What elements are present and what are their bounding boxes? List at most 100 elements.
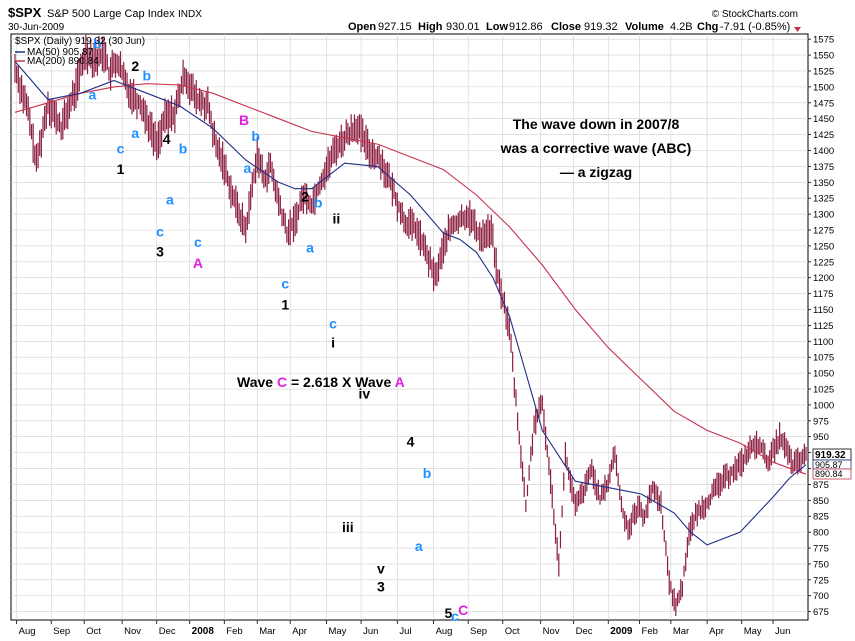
wave-label: c	[329, 316, 337, 332]
x-axis: Aug Sep Oct Nov Dec 2008 Feb Mar Apr May Jun Jul Aug…	[16, 620, 790, 637]
wave-label: 4	[163, 131, 171, 147]
volume-label: Volume	[625, 21, 664, 33]
y-tick-label: 1300	[813, 210, 834, 221]
y-tick-label: 1350	[813, 178, 834, 189]
wave-label: a	[306, 239, 314, 255]
y-tick-label: 1275	[813, 226, 834, 237]
y-tick-label: 1100	[813, 337, 833, 348]
y-tick-label: 1125	[813, 321, 833, 332]
corrective-wave-note: The wave down in 2007/8 was a corrective…	[500, 116, 692, 180]
brand-watermark: © StockCharts.com	[712, 9, 798, 20]
wave-label: i	[331, 335, 335, 351]
x-tick-label: Nov	[543, 626, 560, 637]
x-tick-label: Dec	[576, 626, 593, 637]
high-value: 930.01	[446, 21, 480, 33]
wave-label: 1	[117, 161, 125, 177]
wave-label: a	[415, 538, 423, 554]
x-tick-label: Jun	[363, 626, 378, 637]
wave-label: v	[377, 560, 385, 576]
wave-label: 4	[407, 433, 415, 449]
wave-label: b	[251, 128, 260, 144]
y-tick-label: 850	[813, 496, 829, 507]
down-arrow-icon	[794, 27, 801, 32]
chart-symbol: $SPX	[8, 5, 42, 20]
ratio-prefix: Wave	[237, 374, 277, 390]
plot-area	[10, 33, 809, 621]
ma50-tag: 905.87	[815, 460, 843, 470]
y-tick-label: 1175	[813, 289, 833, 300]
y-tick-label: 1525	[813, 66, 834, 77]
x-tick-label: Nov	[124, 626, 141, 637]
wave-label: a	[89, 87, 97, 103]
ratio-mid: = 2.618 X Wave	[287, 374, 395, 390]
y-tick-label: 1225	[813, 257, 834, 268]
close-value: 919.32	[584, 21, 618, 33]
x-tick-label: 2009	[610, 626, 633, 637]
ratio-wave-c: C	[277, 374, 287, 390]
wave-label: 3	[377, 578, 385, 594]
x-tick-label: Sep	[470, 626, 487, 637]
low-value: 912.86	[509, 21, 543, 33]
ohlc-readout: Open 927.15 High 930.01 Low 912.86 Close…	[348, 21, 801, 33]
change-value: -7.91 (-0.85%)	[720, 21, 790, 33]
y-tick-label: 825	[813, 512, 829, 523]
y-tick-label: 975	[813, 416, 829, 427]
y-tick-label: 1500	[813, 82, 834, 93]
y-tick-label: 800	[813, 528, 829, 539]
high-label: High	[418, 21, 443, 33]
x-tick-label: Mar	[259, 626, 275, 637]
wave-label: 2	[301, 188, 309, 204]
x-tick-label: Aug	[19, 626, 36, 637]
x-tick-label: Apr	[709, 626, 724, 637]
open-label: Open	[348, 21, 376, 33]
y-tick-label: 1400	[813, 146, 834, 157]
x-tick-label: Jun	[775, 626, 790, 637]
x-tick-label: May	[744, 626, 762, 637]
last-price-tag: 919.32	[815, 450, 846, 461]
note-line-3: — a zigzag	[560, 164, 632, 180]
ma200-line	[14, 83, 807, 475]
legend-ma200: MA(200) 890.84	[27, 56, 99, 67]
x-tick-label: Oct	[86, 626, 101, 637]
y-tick-label: 1425	[813, 130, 834, 141]
x-tick-label: Dec	[159, 626, 176, 637]
x-tick-label: Feb	[642, 626, 658, 637]
wave-label: a	[243, 160, 251, 176]
series	[14, 34, 807, 617]
wave-label: b	[143, 68, 152, 84]
wave-label: c	[156, 223, 164, 239]
x-tick-label: Mar	[673, 626, 689, 637]
x-tick-label: 2008	[192, 626, 215, 637]
legend-ma50: MA(50) 905.87	[27, 47, 94, 58]
y-axis: 6757007257507758008258508759009259509751…	[808, 35, 834, 618]
y-tick-label: 1550	[813, 51, 834, 62]
y-tick-label: 1025	[813, 385, 834, 396]
close-label: Close	[551, 21, 581, 33]
change-label: Chg	[697, 21, 718, 33]
x-tick-label: Sep	[53, 626, 70, 637]
x-tick-label: Jul	[399, 626, 411, 637]
ma200-tag: 890.84	[815, 469, 843, 479]
wave-label: c	[451, 608, 459, 624]
wave-label: ii	[332, 211, 340, 227]
x-tick-label: Oct	[505, 626, 520, 637]
wave-label: A	[193, 255, 203, 271]
y-tick-label: 1075	[813, 353, 834, 364]
y-tick-label: 950	[813, 432, 829, 443]
chart-date: 30-Jun-2009	[8, 22, 65, 33]
y-tick-label: 1200	[813, 273, 834, 284]
wave-label: C	[458, 602, 468, 618]
wave-label: 1	[281, 297, 289, 313]
ma200-tag-box	[812, 468, 852, 480]
chart-exchange: INDX	[178, 9, 202, 20]
wave-label: b	[93, 36, 102, 52]
y-tick-label: 675	[813, 607, 829, 618]
open-value: 927.15	[378, 21, 412, 33]
y-tick-label: 1475	[813, 98, 834, 109]
ratio-wave-a: A	[395, 374, 405, 390]
wave-label: c	[281, 276, 289, 292]
wave-label: iv	[359, 386, 371, 402]
y-tick-label: 1000	[813, 400, 834, 411]
y-tick-label: 725	[813, 575, 829, 586]
